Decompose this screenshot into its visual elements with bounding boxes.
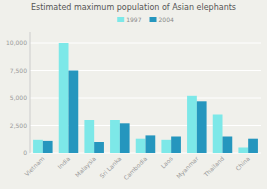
bars (33, 43, 258, 153)
x-tick-label: India (56, 155, 72, 171)
bar (223, 137, 233, 154)
x-tick-label: Myanmar (175, 155, 201, 181)
legend-item: 2004 (150, 16, 174, 23)
bar (161, 140, 171, 153)
x-tick-label: Cambodia (122, 155, 149, 182)
title: Estimated maximum population of Asian el… (31, 3, 236, 12)
bar (248, 139, 258, 153)
y-tick-label: 5,000 (10, 94, 27, 101)
bar (69, 71, 79, 154)
x-axis: Vietnam IndiaMalaysiaSri LankaCambodia Lao… (23, 155, 251, 182)
x-tick-label: Thailand (201, 155, 225, 179)
x-tick-label: Malaysia (74, 155, 98, 179)
legend-label: 1997 (126, 16, 141, 23)
bar (59, 43, 69, 153)
y-tick-label: 7,500 (10, 67, 27, 74)
y-axis: 0 2,500 5,000 7,500 10,000 (6, 39, 261, 156)
x-tick-label: Vietnam (23, 155, 46, 178)
bar (43, 141, 53, 153)
bar (146, 135, 156, 153)
bar (171, 137, 181, 154)
legend: 1997 2004 (117, 16, 174, 23)
bar (33, 140, 43, 153)
bar (110, 120, 120, 153)
bar (120, 123, 130, 153)
bar (84, 120, 94, 153)
y-axis-line (30, 32, 31, 153)
legend-item: 1997 (117, 16, 141, 23)
bar (238, 148, 248, 154)
y-tick-label: 0 (23, 149, 27, 156)
bar (197, 101, 207, 153)
bar (187, 96, 197, 153)
x-tick-label: Laos (159, 155, 174, 170)
x-tick-label: Sri Lanka (98, 155, 123, 180)
chart-container: Estimated maximum population of Asian el… (0, 0, 267, 189)
y-tick-label: 10,000 (6, 39, 27, 46)
chart: Estimated maximum population of Asian el… (0, 0, 267, 189)
x-tick-label: China (234, 155, 251, 172)
y-tick-label: 2,500 (10, 122, 27, 129)
legend-label: 2004 (159, 16, 174, 23)
legend-swatch (150, 17, 157, 22)
legend-swatch (117, 17, 124, 22)
bar (136, 139, 146, 153)
bar (213, 115, 223, 154)
bar (94, 142, 104, 153)
